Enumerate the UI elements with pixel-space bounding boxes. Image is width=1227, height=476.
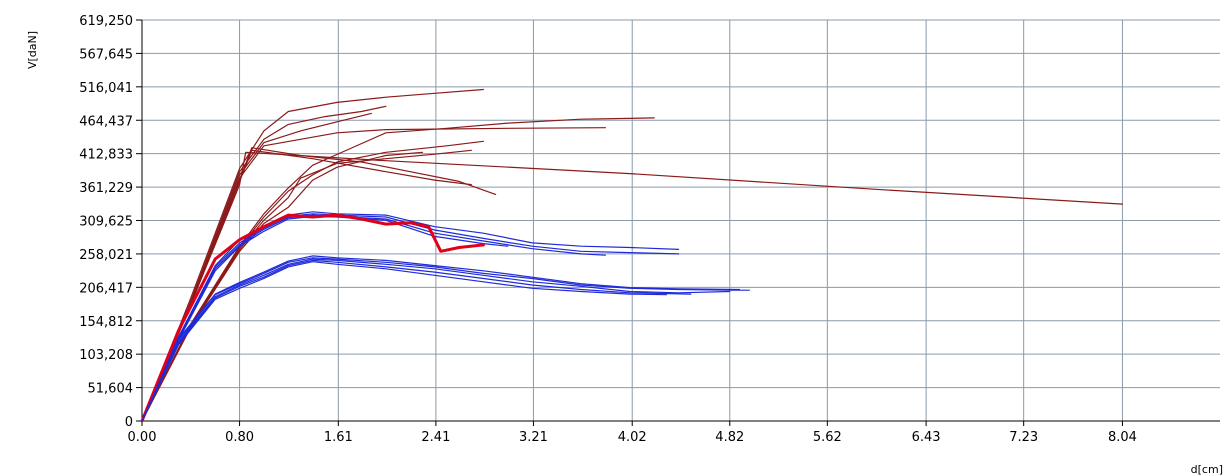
series-line-blue <box>141 211 680 422</box>
grid-layer <box>142 19 1220 421</box>
x-tick-labels: 0.00 0.80 1.61 2.41 3.21 4.02 4.82 5.62 6.43 7.23… <box>128 421 1137 445</box>
x-tick-label: 4.82 <box>715 430 744 445</box>
series-layer <box>140 88 1123 423</box>
series-line-red <box>140 213 485 423</box>
series-line-blue <box>141 213 680 422</box>
series-line-blue <box>141 255 741 422</box>
y-tick-label: 412,833 <box>79 148 133 163</box>
y-axis-title: V[daN] <box>26 31 39 69</box>
series-line-dark-red <box>141 140 484 422</box>
y-tick-label: 619,250 <box>79 14 133 29</box>
series-line-dark-red <box>141 149 472 422</box>
x-tick-label: 2.41 <box>421 430 450 445</box>
series-line-blue <box>141 259 692 422</box>
x-tick-label: 5.62 <box>813 430 842 445</box>
series-line-dark-red <box>141 149 472 422</box>
y-tick-label: 567,645 <box>79 47 133 62</box>
x-tick-label: 8.04 <box>1108 430 1137 445</box>
x-tick-label: 7.23 <box>1009 430 1038 445</box>
x-tick-label: 6.43 <box>912 430 941 445</box>
y-tick-label: 0 <box>125 415 133 430</box>
y-tick-label: 516,041 <box>79 81 133 96</box>
y-tick-label: 309,625 <box>79 215 133 230</box>
series-line-blue <box>141 258 731 422</box>
series-line-dark-red <box>141 151 1123 422</box>
y-tick-label: 51,604 <box>88 382 134 397</box>
y-tick-labels: 0 51,604 103,208 154,812 206,417 258,021 309,6… <box>79 14 142 430</box>
x-tick-label: 4.02 <box>618 430 647 445</box>
series-line-blue <box>141 257 750 422</box>
x-tick-label: 0.80 <box>225 430 254 445</box>
x-axis-title: d[cm] <box>1191 463 1223 476</box>
x-tick-label: 3.21 <box>519 430 548 445</box>
y-tick-label: 103,208 <box>79 348 133 363</box>
y-tick-label: 361,229 <box>79 181 133 196</box>
series-line-dark-red <box>141 147 497 422</box>
x-tick-label: 0.00 <box>128 430 157 445</box>
series-line-blue <box>141 261 667 422</box>
y-tick-label: 464,437 <box>79 114 133 129</box>
y-tick-label: 258,021 <box>79 248 133 263</box>
x-tick-label: 1.61 <box>324 430 353 445</box>
y-tick-label: 154,812 <box>79 315 133 330</box>
y-tick-label: 206,417 <box>79 281 133 296</box>
series-line-dark-red <box>141 117 655 422</box>
series-line-blue <box>141 215 509 422</box>
series-line-dark-red <box>141 88 484 422</box>
series-line-dark-red <box>141 151 424 422</box>
